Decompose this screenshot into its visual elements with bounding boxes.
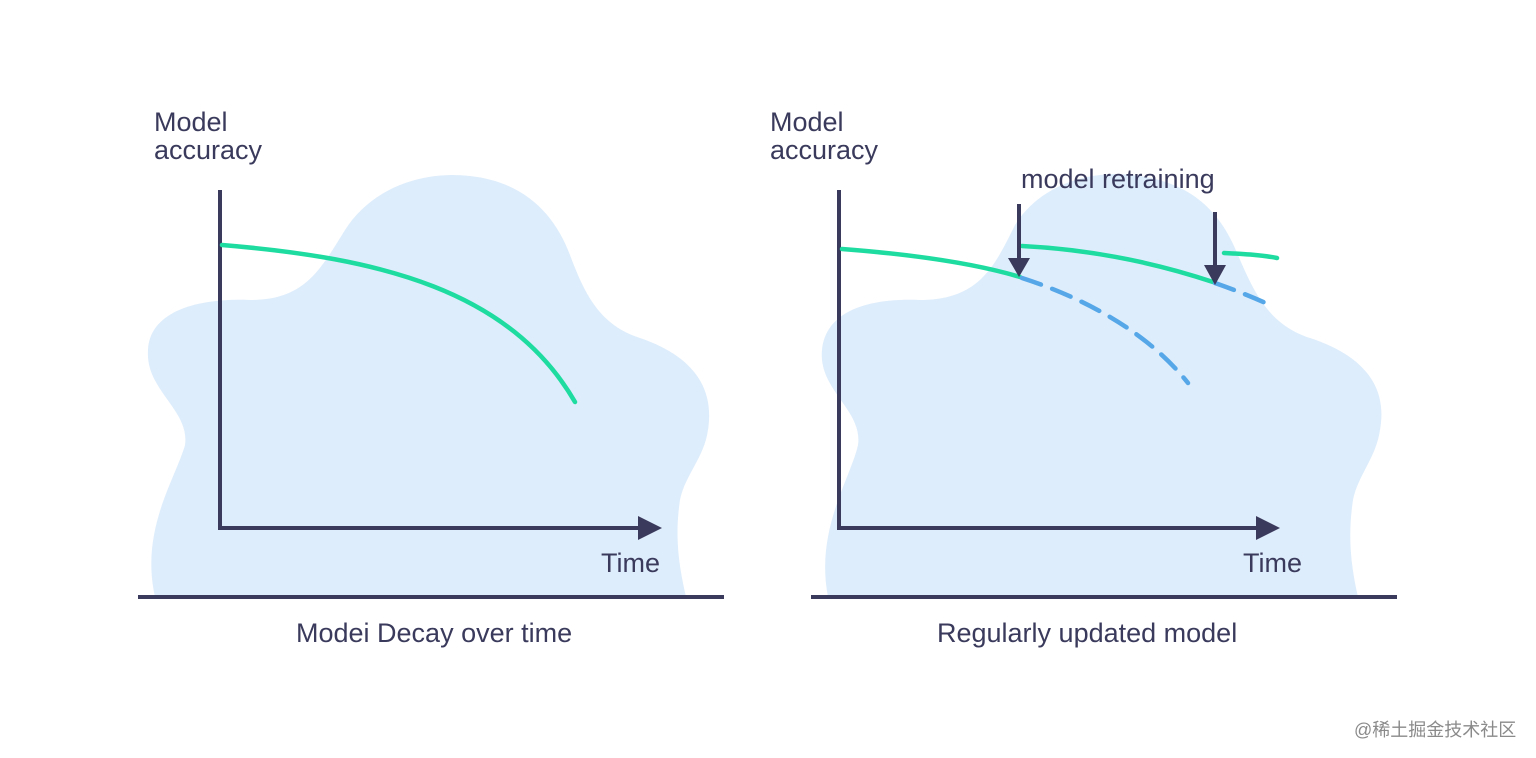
left-x-axis-label: Time bbox=[601, 548, 660, 578]
left-y-axis-label-line2: accuracy bbox=[154, 135, 263, 165]
retraining-annotation: model retraining bbox=[1021, 164, 1215, 194]
retraining-arrow-2-head bbox=[1204, 265, 1226, 285]
left-y-axis-label: Model accuracy bbox=[154, 108, 262, 164]
right-y-axis-label: Model accuracy bbox=[770, 108, 878, 164]
left-caption: Modei Decay over time bbox=[296, 618, 573, 648]
right-accuracy-segment-2 bbox=[1019, 243, 1216, 285]
retraining-arrow-1-head bbox=[1008, 258, 1030, 277]
right-caption: Regularly updated model bbox=[937, 618, 1238, 648]
right-y-axis-label-line2: accuracy bbox=[770, 135, 879, 165]
left-background-blob bbox=[147, 174, 710, 597]
left-x-axis-arrowhead bbox=[638, 516, 662, 540]
right-decay-dashed-1 bbox=[1019, 275, 1191, 386]
right-decay-dashed-2 bbox=[1212, 280, 1275, 309]
right-x-axis-arrowhead bbox=[1256, 516, 1280, 540]
right-accuracy-segment-3 bbox=[1221, 250, 1280, 261]
right-accuracy-segment-1 bbox=[839, 246, 1023, 280]
right-y-axis-label-line1: Model bbox=[770, 107, 844, 137]
right-x-axis-label: Time bbox=[1243, 548, 1302, 578]
watermark: @稀土掘金技术社区 bbox=[1354, 720, 1517, 740]
left-y-axis-label-line1: Model bbox=[154, 107, 228, 137]
right-background-blob bbox=[821, 174, 1382, 598]
left-accuracy-curve bbox=[219, 242, 578, 405]
